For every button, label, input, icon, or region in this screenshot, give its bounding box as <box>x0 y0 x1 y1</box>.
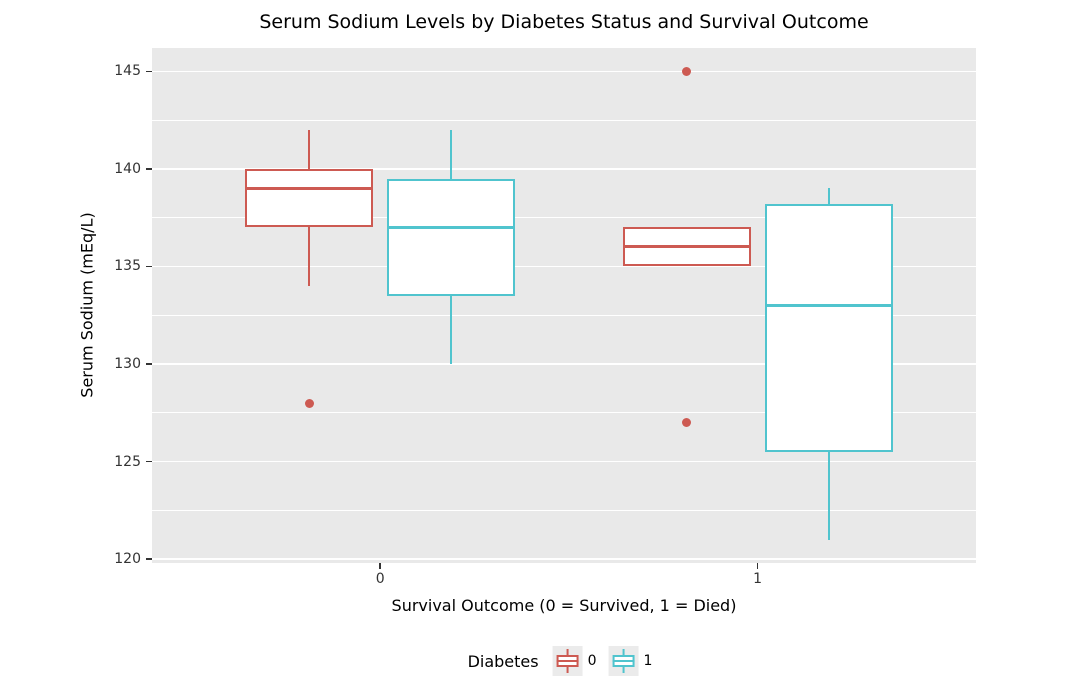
gridline-minor <box>152 217 976 219</box>
outlier-point <box>682 66 692 76</box>
gridline-major <box>152 558 976 560</box>
y-tick-mark <box>146 460 152 463</box>
y-tick-mark <box>146 265 152 268</box>
legend-entry: 1 <box>608 646 653 676</box>
gridline-minor <box>152 412 976 414</box>
boxplot-median <box>389 225 514 229</box>
y-axis-title: Serum Sodium (mEq/L) <box>77 212 97 398</box>
gridline-major <box>152 363 976 365</box>
legend-key-whisker-bottom <box>622 667 625 673</box>
x-axis-title: Survival Outcome (0 = Survived, 1 = Died… <box>391 596 737 615</box>
y-tick-mark <box>146 363 152 365</box>
gridline-major <box>152 460 976 463</box>
boxplot-whisker-upper <box>308 129 311 169</box>
boxplot-whisker-upper <box>827 188 830 205</box>
legend-entry-label: 0 <box>587 653 597 669</box>
boxplot-median <box>766 304 891 307</box>
legend-key <box>552 646 583 676</box>
boxplot-median <box>624 245 749 249</box>
y-tick-mark <box>146 168 152 170</box>
outlier-point <box>682 418 692 428</box>
legend-key-median <box>556 660 579 662</box>
gridline-minor <box>152 119 976 121</box>
legend-title: Diabetes <box>467 651 539 671</box>
gridline-major <box>152 265 976 268</box>
gridline-minor <box>152 509 976 511</box>
outlier-point <box>304 398 314 408</box>
legend-entry-label: 1 <box>643 653 653 669</box>
legend-key-whisker-top <box>622 649 625 655</box>
legend-key <box>608 646 639 676</box>
boxplot-whisker-lower <box>308 227 311 286</box>
legend-key-whisker-top <box>566 649 569 655</box>
boxplot-median <box>247 186 372 190</box>
y-tick-label: 145 <box>114 63 141 80</box>
boxplot-box <box>387 178 516 296</box>
y-tick-label: 130 <box>114 356 141 373</box>
boxplot-whisker-lower <box>827 451 830 540</box>
x-tick-mark <box>379 563 381 569</box>
y-tick-label: 135 <box>114 258 141 275</box>
y-tick-label: 125 <box>114 453 141 470</box>
boxplot-box <box>245 168 374 228</box>
x-tick-label: 0 <box>375 571 385 587</box>
gridline-major <box>152 70 976 73</box>
legend-key-whisker-bottom <box>566 667 569 673</box>
x-tick-mark <box>756 563 759 569</box>
legend-entry: 0 <box>552 646 597 676</box>
plot-panel <box>152 48 976 563</box>
y-tick-mark <box>146 558 152 560</box>
y-tick-mark <box>146 70 152 73</box>
boxplot-box <box>764 204 893 452</box>
boxplot-whisker-upper <box>450 129 453 179</box>
y-tick-label: 120 <box>114 551 141 568</box>
legend-key-median <box>612 660 635 662</box>
chart-title: Serum Sodium Levels by Diabetes Status a… <box>259 11 869 33</box>
boxplot-whisker-lower <box>450 295 453 364</box>
gridline-major <box>152 168 976 170</box>
gridline-minor <box>152 314 976 316</box>
x-tick-label: 1 <box>753 571 763 587</box>
y-tick-label: 140 <box>114 160 141 177</box>
